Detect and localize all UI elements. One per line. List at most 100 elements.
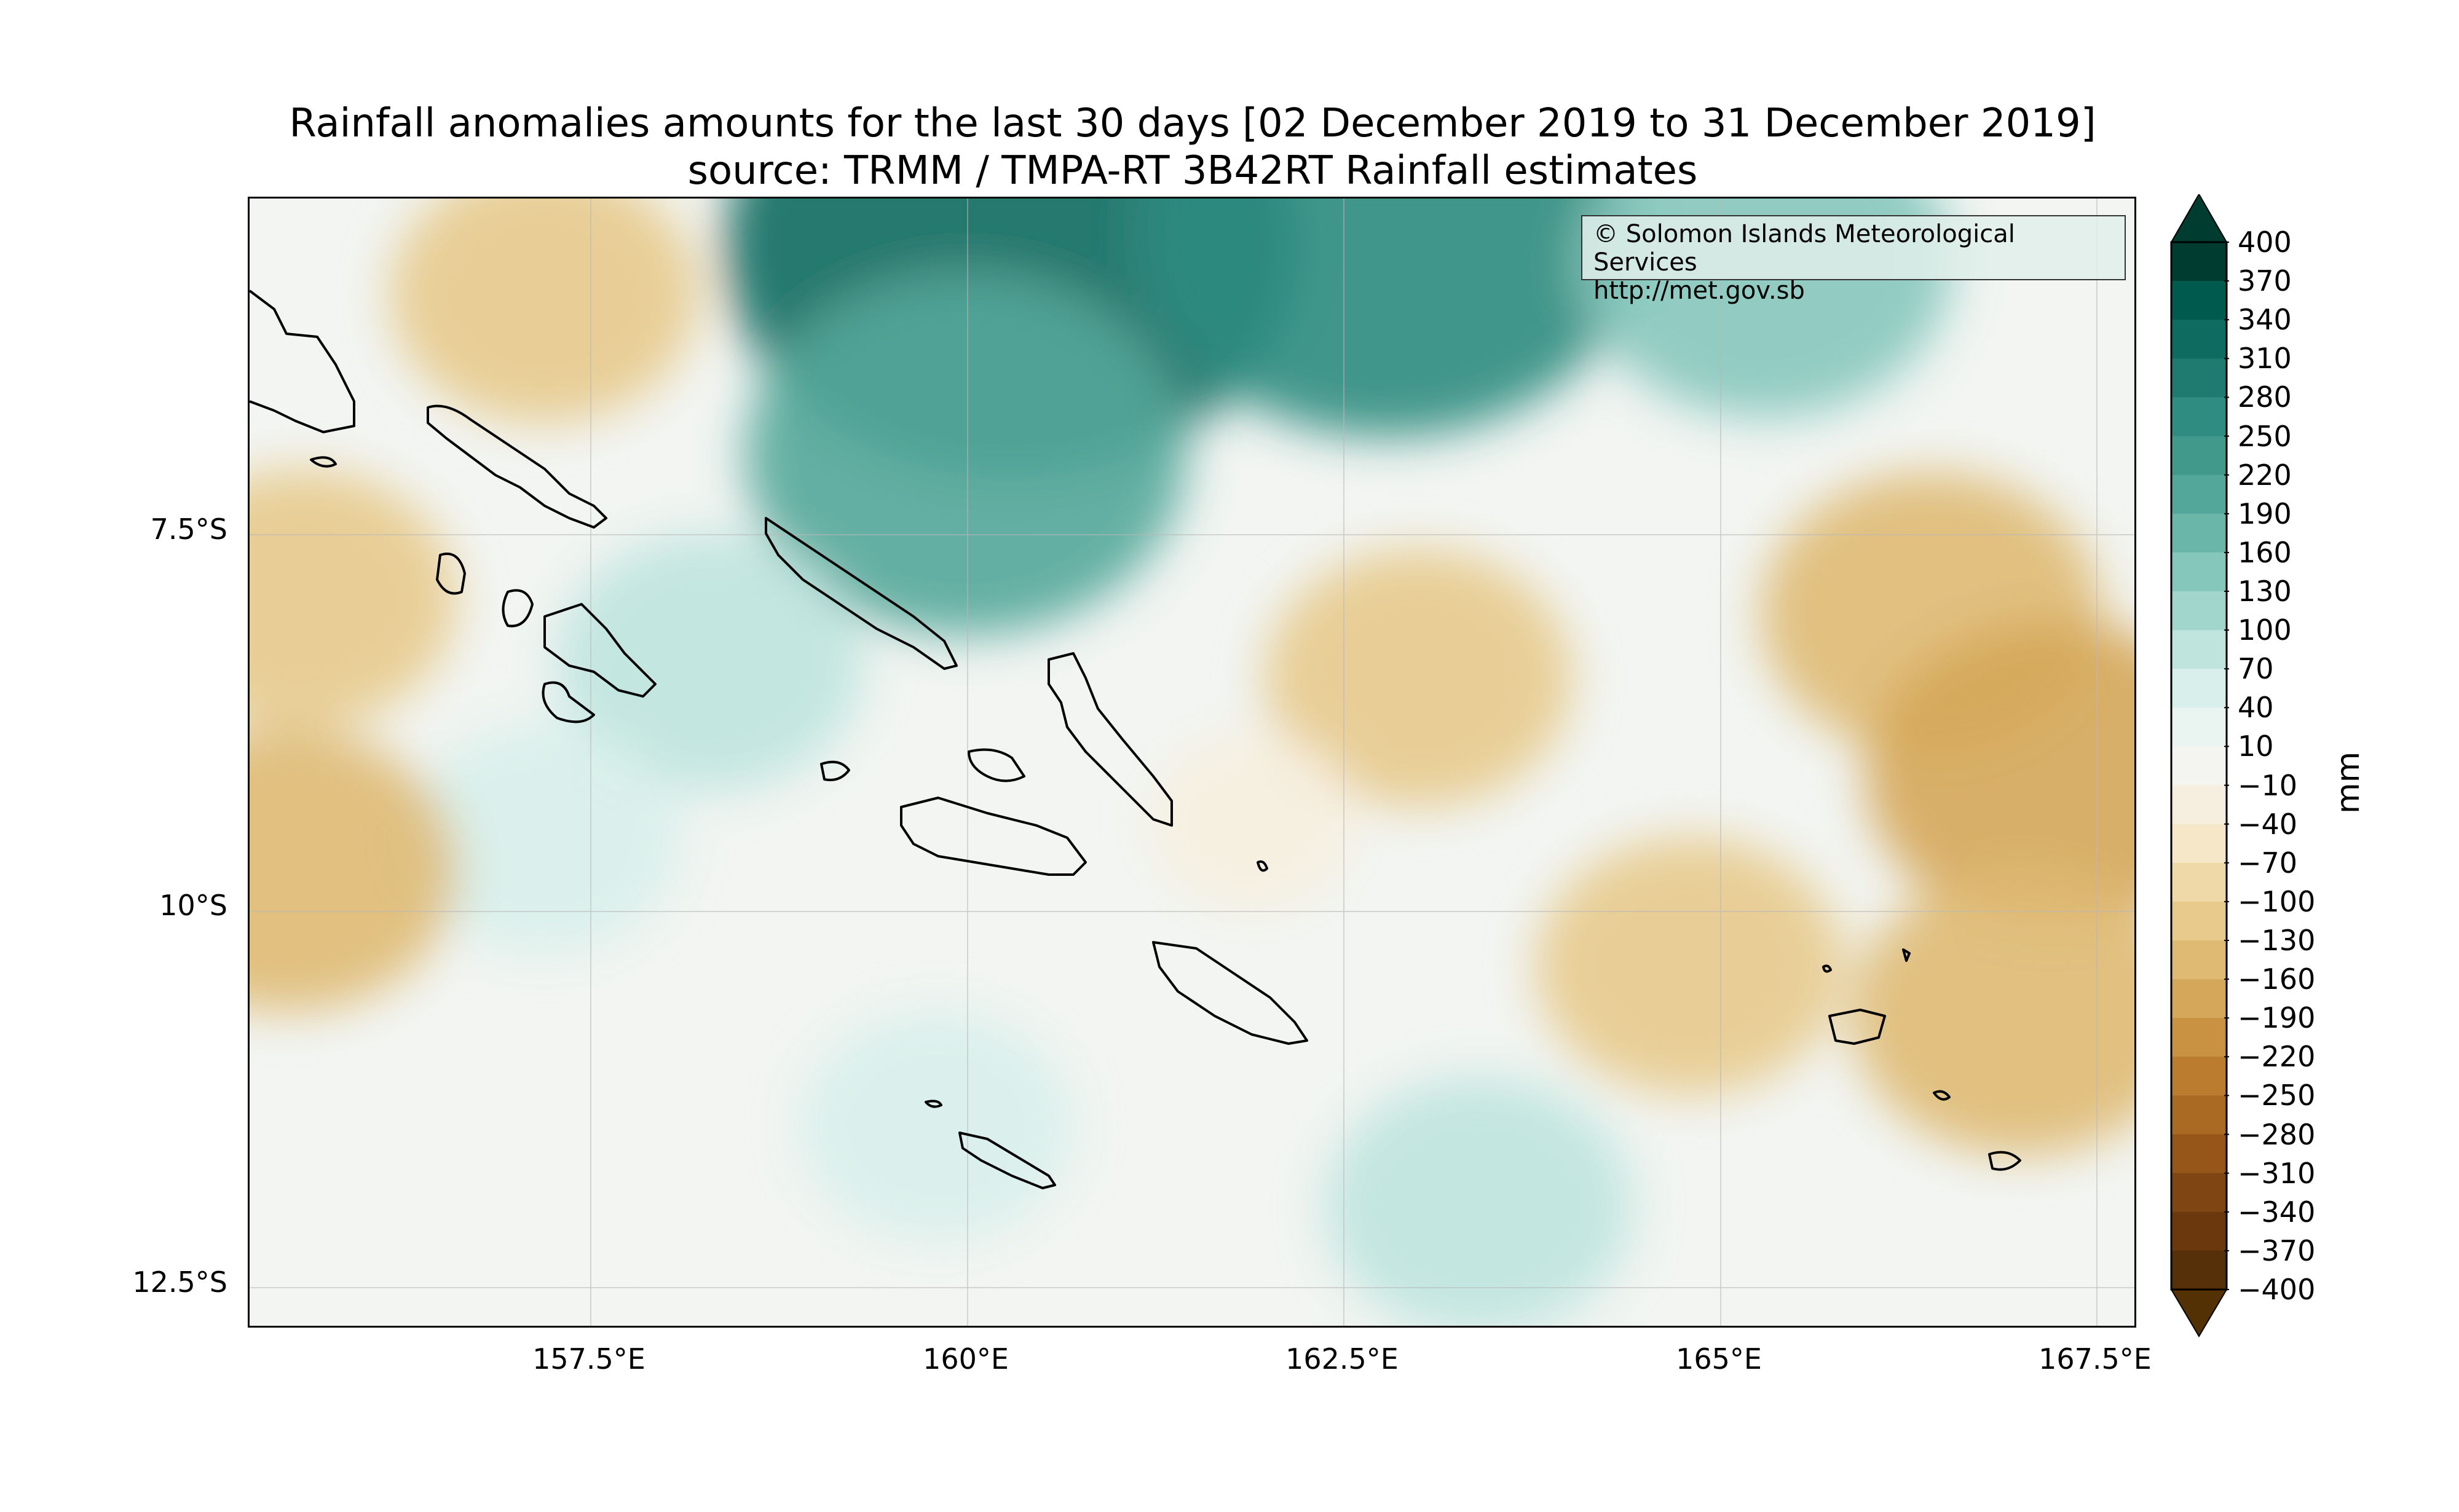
colorbar-tick-label: 220 (2238, 458, 2292, 492)
colorbar-tick-label: −100 (2238, 884, 2316, 918)
reef-islands (1822, 964, 1832, 973)
anomaly-blob (406, 722, 681, 955)
buka-island (310, 456, 337, 468)
colorbar-swatch (2171, 1211, 2227, 1251)
anomaly-blob (746, 274, 1186, 636)
ndeni-island (1828, 1009, 1886, 1045)
anomaly-blob (1264, 549, 1572, 808)
colorbar-swatch (2171, 474, 2227, 514)
map-panel[interactable] (248, 197, 2136, 1328)
colorbar-tick-label: 310 (2238, 342, 2292, 376)
colorbar-outline (2170, 241, 2228, 1291)
anomaly-blob (799, 1009, 1073, 1242)
colorbar-swatch (2171, 436, 2227, 476)
colorbar-tick-label: −130 (2238, 924, 2316, 957)
anomaly-blob (1148, 731, 1357, 913)
colorbar-extend-min (2170, 1289, 2228, 1337)
bellona-island (925, 1100, 942, 1108)
makira-island (1152, 941, 1308, 1045)
rennell-island (958, 1132, 1056, 1189)
rainfall-anomaly-field (250, 199, 2134, 1326)
colorbar-tick-label: 370 (2238, 264, 2292, 298)
choiseul-island (427, 404, 607, 529)
ulawa-island (1257, 860, 1268, 872)
duff-islands (1902, 948, 1911, 962)
figure-title: Rainfall anomalies amounts for the last … (289, 101, 2096, 146)
colorbar-swatch (2171, 1134, 2227, 1174)
colorbar-tick-label: −160 (2238, 963, 2316, 996)
colorbar-tick-label: 250 (2238, 419, 2292, 453)
lon-label: 162.5°E (1285, 1342, 1399, 1376)
colorbar-tick-label: −190 (2238, 1001, 2316, 1035)
colorbar-tick-label: 130 (2238, 575, 2292, 608)
colorbar-tick-label: 100 (2238, 613, 2292, 647)
credit-box: © Solomon Islands Meteorological Service… (1581, 215, 2126, 305)
anomaly-blob (1325, 1076, 1632, 1326)
colorbar-swatch (2171, 824, 2227, 864)
anomaly-blob (250, 469, 456, 728)
colorbar-swatch (2171, 1057, 2227, 1097)
colorbar-tick-label: −280 (2238, 1117, 2316, 1151)
figure-subtitle: source: TRMM / TMPA-RT 3B42RT Rainfall e… (687, 148, 1698, 194)
new-georgia-island (436, 553, 466, 595)
anomaly-blob (1851, 872, 2134, 1156)
russell-islands (820, 760, 850, 781)
colorbar-tick-label: 280 (2238, 380, 2292, 414)
colorbar-swatch (2171, 746, 2227, 786)
map-canvas (250, 199, 2134, 1326)
colorbar-swatch (2171, 669, 2227, 708)
colorbar-swatch (2171, 281, 2227, 320)
kolombangara-island (502, 589, 534, 628)
colorbar-swatch (2171, 1173, 2227, 1213)
colorbar-tick-label: −340 (2238, 1195, 2316, 1229)
vanikoro-island (1988, 1151, 2021, 1171)
colorbar-swatch (2171, 513, 2227, 553)
colorbar-tick-label: −70 (2238, 846, 2298, 880)
anomaly-blob (390, 199, 698, 424)
colorbar-swatch (2171, 552, 2227, 592)
colorbar-tick-label: −220 (2238, 1040, 2316, 1074)
colorbar-swatch (2171, 785, 2227, 825)
colorbar-tick-label: −250 (2238, 1079, 2316, 1112)
colorbar-swatch (2171, 901, 2227, 941)
anomaly-blob (1135, 199, 1641, 437)
anomaly-blob (1536, 837, 1844, 1095)
colorbar-tick-label: −310 (2238, 1156, 2316, 1190)
santa-isabel-island (765, 517, 958, 670)
colorbar-swatch (2171, 630, 2227, 669)
colorbar-swatch (2171, 397, 2227, 437)
colorbar-tick-label: 40 (2238, 691, 2274, 725)
lat-label: 12.5°S (132, 1266, 227, 1299)
colorbar-extend-max (2170, 194, 2228, 243)
colorbar-tick-label: −10 (2238, 768, 2298, 802)
colorbar-swatch (2171, 1095, 2227, 1135)
utupua-island (1933, 1090, 1951, 1101)
lon-label: 165°E (1676, 1342, 1762, 1376)
colorbar-tick-label: 190 (2238, 497, 2292, 530)
colorbar-swatch (2171, 320, 2227, 359)
lon-label: 157.5°E (532, 1342, 645, 1376)
colorbar-tick-label: −400 (2238, 1273, 2316, 1306)
colorbar-unit-label: mm (2330, 751, 2367, 814)
colorbar-tick-label: −370 (2238, 1234, 2316, 1267)
colorbar (2170, 194, 2229, 1337)
lon-label: 167.5°E (2039, 1342, 2152, 1376)
colorbar-swatch (2171, 242, 2227, 282)
guadalcanal-island (900, 797, 1087, 876)
credit-organization: © Solomon Islands Meteorological Service… (1593, 220, 2015, 277)
colorbar-tick-label: −40 (2238, 807, 2298, 841)
colorbar-tick-label: 10 (2238, 730, 2274, 763)
lat-label: 7.5°S (150, 513, 227, 546)
credit-website[interactable]: http://met.gov.sb (1593, 277, 1805, 305)
florida-islands (968, 748, 1025, 782)
malaita-island (1048, 652, 1173, 827)
anomaly-blob (556, 533, 864, 792)
graticule (250, 199, 2134, 1326)
colorbar-swatch (2171, 979, 2227, 1018)
lon-label: 160°E (923, 1342, 1009, 1376)
colorbar-swatch (2171, 940, 2227, 980)
rendova-island (542, 681, 595, 723)
anomaly-blob (250, 728, 458, 1012)
colorbar-tick-label: 70 (2238, 652, 2274, 686)
